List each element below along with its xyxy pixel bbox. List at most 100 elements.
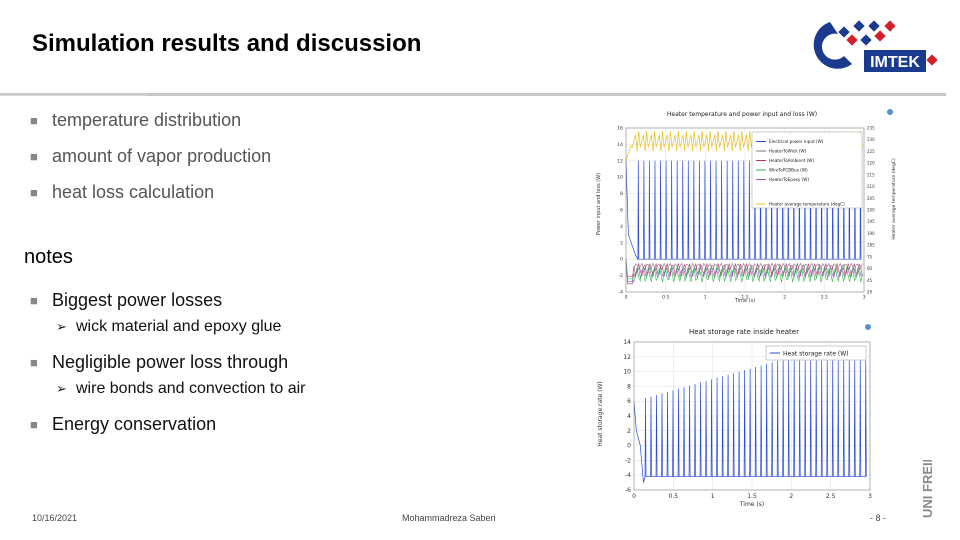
y-tick-label: 4 [627,413,631,420]
x-tick-label: 1.5 [741,295,748,301]
notes-heading: notes [24,246,73,268]
bullet-square-icon: ■ [30,293,38,308]
y-right-tick-label: 215 [867,172,875,177]
heat-storage-rate-chart: Heat storage rate inside heater Heat sto… [594,320,880,508]
x-tick-label: 1.5 [747,493,757,500]
y-tick-label: 8 [627,383,631,390]
y-right-tick-label: 235 [867,126,875,131]
x-tick-label: 2.5 [826,493,836,500]
y-tick-label: 4 [620,224,623,230]
series-line-wire-to-pcb [625,259,863,283]
y-tick-label: 0 [627,443,631,450]
y-tick-label: 10 [617,175,623,181]
legend-label: HeaterToAmbient (W) [769,158,814,163]
y-tick-label: 0 [620,257,623,263]
legend-label: Heater average temperature (degC) [769,202,845,207]
y-tick-label: 10 [623,369,631,376]
x-tick-label: 0.5 [669,493,679,500]
chart-title: Heater temperature and power input and l… [667,111,817,118]
x-tick-label: 0.5 [662,295,669,301]
x-tick-label: 1 [711,493,715,500]
x-tick-label: 2.5 [821,295,828,301]
bullet-square-icon: ■ [30,185,38,200]
y-right-tick-label: 75 [867,254,873,259]
y-right-tick-label: 220 [867,161,875,166]
arrow-bullet-icon: ➢ [56,381,67,396]
uni-freiburg-text: UNI FREIBURG [920,460,935,518]
imtek-logo: IMTEK [813,20,938,72]
legend-label: Heat storage rate (W) [783,351,849,358]
y-tick-label: 6 [620,208,623,214]
y-right-tick-label: 230 [867,137,875,142]
y-tick-label: 16 [617,126,623,132]
bullet-item: ■ temperature distribution [30,110,241,131]
header-divider [0,93,946,96]
y-axis-right-label: Heater average temperature (degC) [891,158,897,240]
legend-label: Electrical power input (W) [769,139,824,144]
y-tick-label: 2 [627,428,631,435]
x-tick-label: 2 [783,295,786,301]
y-right-tick-label: 200 [867,208,875,213]
x-axis-label: Time (s) [734,298,755,304]
y-right-tick-label: 60 [867,266,873,271]
y-right-tick-label: 195 [867,219,875,224]
note-text: Negligible power loss through [52,352,289,372]
power-temperature-chart: Heater temperature and power input and l… [592,104,908,304]
legend-label: HeaterToEpoxy (W) [769,177,809,182]
logo-text: IMTEK [870,54,920,71]
note-subitem: ➢ wire bonds and convection to air [56,380,305,398]
legend-label: HeaterToWick (W) [769,149,807,154]
series-line-electrical-power-input [625,160,862,261]
bullet-square-icon: ■ [30,149,38,164]
bullet-square-icon: ■ [30,355,38,370]
note-subtext: wire bonds and convection to air [76,380,306,397]
y-tick-label: -2 [625,457,631,464]
y-tick-label: -4 [619,290,624,296]
note-subtext: wick material and epoxy glue [76,318,282,335]
y-tick-label: -6 [625,487,631,494]
y-right-tick-label: 205 [867,196,875,201]
legend-box [765,345,867,361]
x-axis-label: Time (s) [739,501,764,508]
series-line-heater-to-wick [625,259,863,277]
footer-author: Mohammadreza Saberi [402,513,496,523]
bullet-text: amount of vapor production [52,146,272,166]
note-item: ■ Energy conservation [30,414,216,435]
y-right-tick-label: 45 [867,278,873,283]
bullet-square-icon: ■ [30,113,38,128]
chart-options-icon[interactable] [865,324,871,330]
y-axis-label: Power input and loss (W) [596,173,602,235]
y-right-tick-label: 225 [867,149,875,154]
note-text: Biggest power losses [52,290,223,310]
y-tick-label: -2 [619,273,624,279]
y-right-tick-label: 29 [867,290,873,295]
legend-label: WireToPCBBus (W) [769,168,808,173]
y-tick-label: -4 [625,472,631,479]
note-item: ■ Negligible power loss through [30,352,288,373]
note-text: Energy conservation [52,414,217,434]
note-item: ■ Biggest power losses [30,290,222,311]
y-axis-label: Heat storage rate (W) [597,381,604,447]
y-right-tick-label: 185 [867,243,875,248]
y-tick-label: 12 [623,354,631,361]
x-tick-label: 1 [704,295,707,301]
series-line-heat-storage-rate [633,360,867,483]
slide-title: Simulation results and discussion [32,30,422,57]
x-tick-label: 0 [632,493,636,500]
legend-box [751,131,863,209]
header-divider-accent [0,95,146,96]
x-tick-label: 2 [789,493,793,500]
uni-freiburg-logo: UNI FREIBURG [920,460,935,518]
y-right-tick-label: 210 [867,184,875,189]
y-right-tick-label: 190 [867,231,875,236]
x-tick-label: 3 [868,493,872,500]
y-tick-label: 8 [620,191,623,197]
footer-page-number: - 8 - [870,513,887,523]
footer-date: 10/16/2021 [32,513,78,523]
bullet-text: temperature distribution [52,110,242,130]
chart-options-icon[interactable] [887,109,893,115]
y-tick-label: 14 [623,339,631,346]
chart-title: Heat storage rate inside heater [689,328,799,336]
note-subitem: ➢ wick material and epoxy glue [56,318,281,336]
bullet-item: ■ heat loss calculation [30,182,214,203]
